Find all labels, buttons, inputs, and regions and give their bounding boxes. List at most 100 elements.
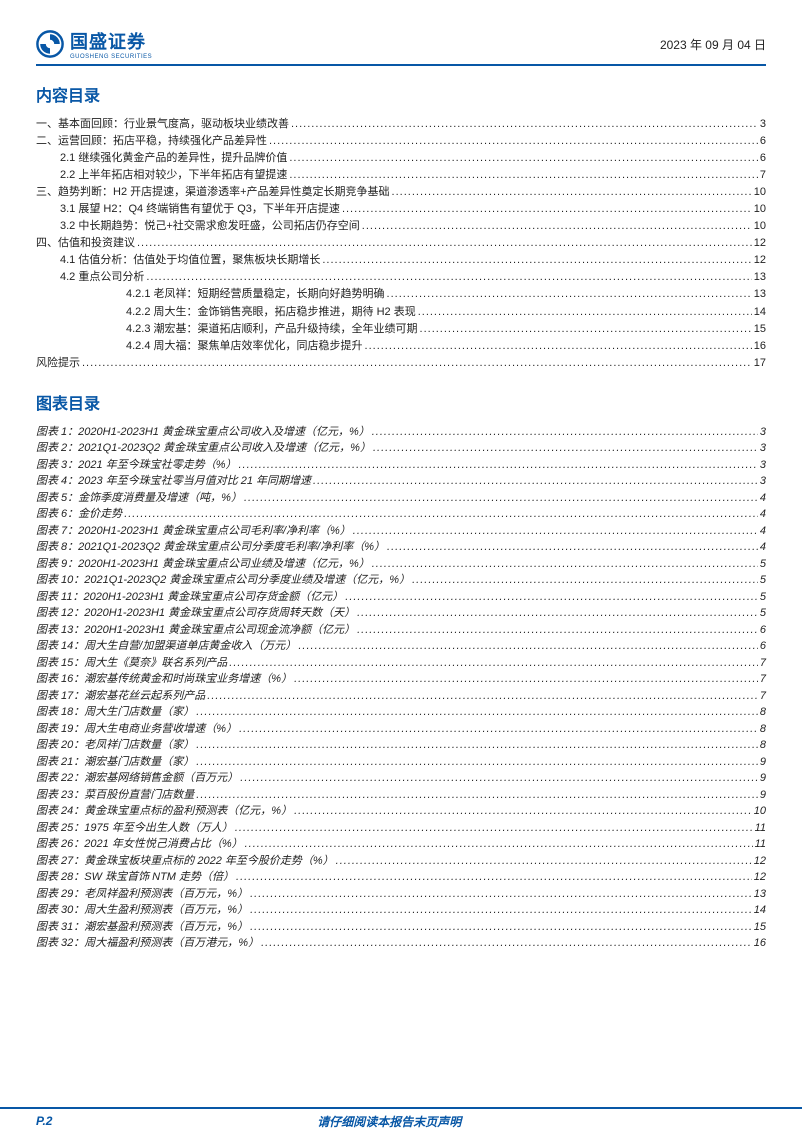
- toc-leader: [196, 787, 758, 804]
- toc-entry[interactable]: 四、估值和投资建议12: [36, 235, 766, 252]
- figure-entry-label: 图表 1：2020H1-2023H1 黄金珠宝重点公司收入及增速（亿元，%）: [36, 424, 370, 441]
- toc-entry[interactable]: 4.2.3 潮宏基：渠道拓店顺利，产品升级持续，全年业绩可期15: [36, 321, 766, 338]
- figure-entry-label: 图表 3：2021 年至今珠宝社零走势（%）: [36, 457, 236, 474]
- figure-entry-page: 11: [755, 820, 766, 837]
- figure-entry[interactable]: 图表 23：菜百股份直营门店数量9: [36, 787, 766, 804]
- toc-leader: [250, 919, 752, 936]
- toc-entry[interactable]: 3.1 展望 H2：Q4 终端销售有望优于 Q3，下半年开店提速10: [36, 201, 766, 218]
- figure-entry[interactable]: 图表 2：2021Q1-2023Q2 黄金珠宝重点公司收入及增速（亿元，%） 3: [36, 440, 766, 457]
- toc-entry-page: 13: [754, 269, 766, 286]
- toc-entry-label: 4.2 重点公司分析: [60, 269, 144, 286]
- figure-entry[interactable]: 图表 13：2020H1-2023H1 黄金珠宝重点公司现金流净额（亿元）6: [36, 622, 766, 639]
- figure-entry[interactable]: 图表 32：周大福盈利预测表（百万港元，%）16: [36, 935, 766, 952]
- figure-entry[interactable]: 图表 4：2023 年至今珠宝社零当月值对比 21 年同期增速3: [36, 473, 766, 490]
- toc-entry[interactable]: 4.1 估值分析：估值处于均值位置，聚焦板块长期增长12: [36, 252, 766, 269]
- figure-entry-page: 5: [760, 556, 766, 573]
- toc-entry-page: 12: [754, 235, 766, 252]
- figure-entry[interactable]: 图表 20：老凤祥门店数量（家）8: [36, 737, 766, 754]
- toc-entry-page: 3: [760, 116, 766, 133]
- figure-entry-page: 4: [760, 539, 766, 556]
- figure-entry-label: 图表 4：2023 年至今珠宝社零当月值对比 21 年同期增速: [36, 473, 311, 490]
- toc-entry[interactable]: 一、基本面回顾：行业景气度高，驱动板块业绩改善3: [36, 116, 766, 133]
- toc-entry[interactable]: 4.2.2 周大生：金饰销售亮眼，拓店稳步推进，期待 H2 表现14: [36, 304, 766, 321]
- toc-entry-label: 风险提示: [36, 355, 80, 372]
- page-number: P.2: [36, 1114, 52, 1128]
- figure-entry-page: 9: [760, 754, 766, 771]
- figure-entry[interactable]: 图表 11：2020H1-2023H1 黄金珠宝重点公司存货金额（亿元）5: [36, 589, 766, 606]
- figure-entry[interactable]: 图表 17：潮宏基花丝云起系列产品7: [36, 688, 766, 705]
- figure-entry[interactable]: 图表 18：周大生门店数量（家）8: [36, 704, 766, 721]
- figure-entry[interactable]: 图表 6：金价走势4: [36, 506, 766, 523]
- toc-entry[interactable]: 二、运营回顾：拓店平稳，持续强化产品差异性6: [36, 133, 766, 150]
- toc-entry-label: 4.2.1 老凤祥：短期经营质量稳定，长期向好趋势明确: [126, 286, 385, 303]
- figure-entry[interactable]: 图表 12：2020H1-2023H1 黄金珠宝重点公司存货周转天数（天）5: [36, 605, 766, 622]
- toc-entry[interactable]: 4.2.1 老凤祥：短期经营质量稳定，长期向好趋势明确13: [36, 286, 766, 303]
- figure-entry[interactable]: 图表 30：周大生盈利预测表（百万元，%）14: [36, 902, 766, 919]
- figure-entry-label: 图表 25：1975 年至今出生人数（万人）: [36, 820, 233, 837]
- toc-entry-label: 3.2 中长期趋势：悦己+社交需求愈发旺盛，公司拓店仍存空间: [60, 218, 360, 235]
- figure-entry-page: 7: [760, 655, 766, 672]
- toc-entry-page: 16: [754, 338, 766, 355]
- toc-entry[interactable]: 4.2 重点公司分析 13: [36, 269, 766, 286]
- toc-leader: [207, 688, 758, 705]
- toc-leader: [387, 286, 752, 303]
- figure-entry[interactable]: 图表 8：2021Q1-2023Q2 黄金珠宝重点公司分季度毛利率/净利率（%）…: [36, 539, 766, 556]
- figure-entry[interactable]: 图表 16：潮宏基传统黄金和时尚珠宝业务增速（%）7: [36, 671, 766, 688]
- figure-entry-label: 图表 18：周大生门店数量（家）: [36, 704, 194, 721]
- figure-entry[interactable]: 图表 10：2021Q1-2023Q2 黄金珠宝重点公司分季度业绩及增速（亿元，…: [36, 572, 766, 589]
- toc-entry-page: 15: [754, 321, 766, 338]
- figure-entry-label: 图表 17：潮宏基花丝云起系列产品: [36, 688, 205, 705]
- figure-entry[interactable]: 图表 19：周大生电商业务营收增速（%）8: [36, 721, 766, 738]
- toc-leader: [313, 473, 758, 490]
- figure-entry[interactable]: 图表 5：金饰季度消费量及增速（吨，%）4: [36, 490, 766, 507]
- figure-entry[interactable]: 图表 25：1975 年至今出生人数（万人） 11: [36, 820, 766, 837]
- figure-entry-label: 图表 22：潮宏基网络销售金额（百万元）: [36, 770, 238, 787]
- figure-entry-page: 5: [760, 572, 766, 589]
- toc-entry-label: 三、趋势判断：H2 开店提速，渠道渗透率+产品差异性奠定长期竞争基础: [36, 184, 390, 201]
- figure-entry[interactable]: 图表 15：周大生《莫奈》联名系列产品 7: [36, 655, 766, 672]
- figures-section-title: 图表目录: [36, 390, 766, 414]
- figure-entry-page: 14: [754, 902, 766, 919]
- toc-entry-label: 二、运营回顾：拓店平稳，持续强化产品差异性: [36, 133, 267, 150]
- figure-entry[interactable]: 图表 7：2020H1-2023H1 黄金珠宝重点公司毛利率/净利率（%）4: [36, 523, 766, 540]
- figure-entry-label: 图表 15：周大生《莫奈》联名系列产品: [36, 655, 227, 672]
- figure-entry[interactable]: 图表 22：潮宏基网络销售金额（百万元）9: [36, 770, 766, 787]
- figure-entry[interactable]: 图表 21：潮宏基门店数量（家）9: [36, 754, 766, 771]
- toc-leader: [196, 737, 758, 754]
- figure-entry-page: 9: [760, 787, 766, 804]
- figure-entry[interactable]: 图表 27：黄金珠宝板块重点标的 2022 年至今股价走势（%）12: [36, 853, 766, 870]
- figure-entry[interactable]: 图表 24：黄金珠宝重点标的盈利预测表（亿元，%）10: [36, 803, 766, 820]
- toc-leader: [239, 721, 758, 738]
- figure-entry-page: 5: [760, 589, 766, 606]
- toc-leader: [322, 252, 751, 269]
- figure-entry-page: 3: [760, 440, 766, 457]
- toc-leader: [236, 869, 752, 886]
- toc-leader: [387, 539, 758, 556]
- figure-entry-label: 图表 2：2021Q1-2023Q2 黄金珠宝重点公司收入及增速（亿元，%）: [36, 440, 371, 457]
- toc-entry[interactable]: 4.2.4 周大福：聚焦单店效率优化，同店稳步提升 16: [36, 338, 766, 355]
- toc-entry[interactable]: 三、趋势判断：H2 开店提速，渠道渗透率+产品差异性奠定长期竞争基础10: [36, 184, 766, 201]
- toc-entry-label: 4.2.4 周大福：聚焦单店效率优化，同店稳步提升: [126, 338, 363, 355]
- figure-entry-page: 4: [760, 506, 766, 523]
- figure-entry[interactable]: 图表 9：2020H1-2023H1 黄金珠宝重点公司业绩及增速（亿元，%）5: [36, 556, 766, 573]
- toc-entry[interactable]: 3.2 中长期趋势：悦己+社交需求愈发旺盛，公司拓店仍存空间10: [36, 218, 766, 235]
- toc-leader: [372, 424, 758, 441]
- figure-entry[interactable]: 图表 31：潮宏基盈利预测表（百万元，%）15: [36, 919, 766, 936]
- figure-entry[interactable]: 图表 3：2021 年至今珠宝社零走势（%）3: [36, 457, 766, 474]
- figure-entry-page: 3: [760, 424, 766, 441]
- toc-entry[interactable]: 2.1 继续强化黄金产品的差异性，提升品牌价值6: [36, 150, 766, 167]
- toc-entry[interactable]: 2.2 上半年拓店相对较少，下半年拓店有望提速7: [36, 167, 766, 184]
- company-logo-icon: [36, 30, 64, 58]
- toc-leader: [418, 304, 752, 321]
- figure-entry[interactable]: 图表 14：周大生自营/加盟渠道单店黄金收入（万元）6: [36, 638, 766, 655]
- toc-entry-label: 3.1 展望 H2：Q4 终端销售有望优于 Q3，下半年开店提速: [60, 201, 340, 218]
- toc-leader: [373, 440, 758, 457]
- toc-entry[interactable]: 风险提示17: [36, 355, 766, 372]
- company-name-en: GUOSHENG SECURITIES: [70, 54, 152, 60]
- toc-leader: [261, 935, 752, 952]
- figure-entry[interactable]: 图表 1：2020H1-2023H1 黄金珠宝重点公司收入及增速（亿元，%） 3: [36, 424, 766, 441]
- figure-entry[interactable]: 图表 29：老凤祥盈利预测表（百万元，%）13: [36, 886, 766, 903]
- toc-leader: [240, 770, 758, 787]
- figure-entry[interactable]: 图表 26：2021 年女性悦己消费占比（%）11: [36, 836, 766, 853]
- figure-entry[interactable]: 图表 28：SW 珠宝首饰 NTM 走势（倍）12: [36, 869, 766, 886]
